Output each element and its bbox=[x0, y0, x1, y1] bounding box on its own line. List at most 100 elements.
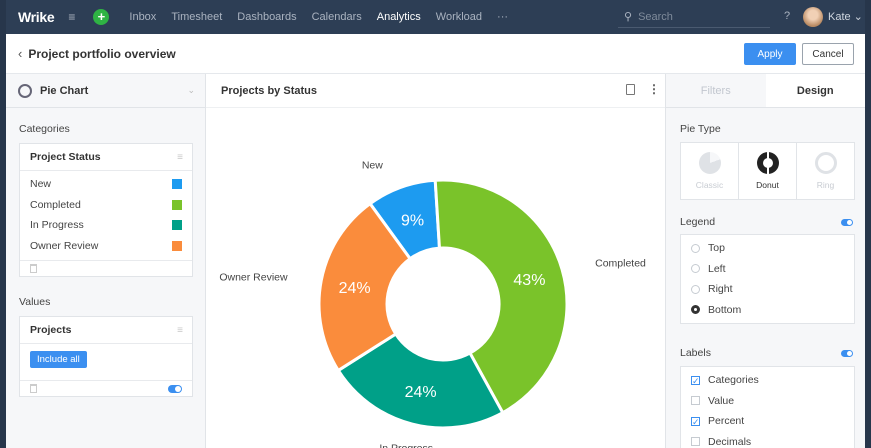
label-options: ✓ Categories Value ✓ Percent Decimals bbox=[680, 366, 855, 448]
tab-design[interactable]: Design bbox=[765, 74, 865, 107]
checkbox[interactable] bbox=[691, 437, 700, 447]
label-option-decimals[interactable]: Decimals bbox=[681, 432, 854, 448]
wrike-logo[interactable]: Wrike bbox=[18, 9, 55, 25]
category-item-owner-review[interactable]: Owner Review bbox=[20, 236, 192, 257]
values-card-header[interactable]: Projects ≡ bbox=[20, 317, 192, 344]
legend-option-bottom[interactable]: Bottom bbox=[681, 300, 854, 321]
nav-more[interactable]: ··· bbox=[497, 11, 509, 23]
apply-button[interactable]: Apply bbox=[744, 43, 796, 65]
pie-type-label: Pie Type bbox=[680, 123, 721, 135]
categories-card-title: Project Status bbox=[30, 151, 101, 163]
legend-option-left[interactable]: Left bbox=[681, 259, 854, 280]
chart-config-panel: Pie Chart ⌄ Categories Project Status ≡ … bbox=[6, 74, 206, 448]
legend-option-top[interactable]: Top bbox=[681, 238, 854, 259]
chart-type-select[interactable]: Pie Chart ⌄ bbox=[6, 74, 205, 108]
donut-slice-in-progress[interactable] bbox=[336, 331, 505, 430]
categories-card: Project Status ≡ New Completed In Progre… bbox=[19, 143, 193, 277]
classic-pie-icon bbox=[698, 152, 721, 174]
pie-type-classic[interactable]: Classic bbox=[681, 143, 739, 199]
slice-category-label: In Progress bbox=[379, 442, 433, 448]
pie-type-label: Ring bbox=[816, 180, 835, 190]
report-editor: ‹ Project portfolio overview Apply Cance… bbox=[6, 34, 865, 448]
radio-button[interactable] bbox=[691, 243, 700, 253]
labels-toggle[interactable] bbox=[841, 350, 853, 357]
page-header: ‹ Project portfolio overview Apply Cance… bbox=[6, 34, 865, 74]
search-input[interactable] bbox=[638, 10, 759, 23]
category-item-new[interactable]: New bbox=[20, 174, 192, 195]
nav-dashboards[interactable]: Dashboards bbox=[237, 11, 297, 23]
option-label: Bottom bbox=[708, 303, 742, 316]
legend-options: Top Left Right Bottom bbox=[680, 234, 855, 324]
hamburger-menu-icon[interactable]: ≡ bbox=[68, 10, 76, 24]
export-icon[interactable] bbox=[626, 84, 635, 95]
values-toggle[interactable] bbox=[168, 385, 182, 393]
search-box: ⚲ bbox=[618, 6, 770, 28]
panel-tabs: Filters Design bbox=[666, 74, 865, 108]
nav-calendars[interactable]: Calendars bbox=[311, 11, 362, 23]
ring-icon bbox=[814, 152, 837, 174]
include-all-button[interactable]: Include all bbox=[30, 351, 87, 368]
nav-analytics[interactable]: Analytics bbox=[376, 11, 421, 23]
pie-type-donut[interactable]: Donut bbox=[739, 143, 797, 199]
values-card-title: Projects bbox=[30, 324, 72, 336]
chevron-down-icon: ⌄ bbox=[187, 85, 195, 95]
slice-percent-label: 24% bbox=[405, 384, 437, 401]
donut-slice-completed[interactable] bbox=[433, 178, 569, 415]
drag-handle-icon[interactable]: ≡ bbox=[177, 151, 183, 163]
nav-workload[interactable]: Workload bbox=[435, 11, 483, 23]
color-swatch[interactable] bbox=[172, 220, 182, 231]
checkbox-checked[interactable]: ✓ bbox=[691, 416, 700, 427]
pie-type-ring[interactable]: Ring bbox=[797, 143, 854, 199]
category-item-completed[interactable]: Completed bbox=[20, 195, 192, 216]
search-icon: ⚲ bbox=[624, 11, 633, 23]
legend-toggle[interactable] bbox=[841, 219, 853, 226]
trash-icon[interactable] bbox=[30, 264, 37, 273]
pie-chart-icon bbox=[18, 83, 32, 98]
radio-button[interactable] bbox=[691, 284, 700, 294]
cancel-button[interactable]: Cancel bbox=[802, 43, 854, 65]
page-title: Project portfolio overview bbox=[28, 46, 176, 61]
option-label: Decimals bbox=[708, 435, 752, 448]
divider bbox=[206, 107, 665, 108]
tab-filters[interactable]: Filters bbox=[700, 84, 731, 97]
avatar[interactable] bbox=[803, 7, 823, 27]
back-arrow-icon[interactable]: ‹ bbox=[18, 46, 23, 61]
radio-button-selected[interactable] bbox=[691, 305, 700, 315]
main-nav: Inbox Timesheet Dashboards Calendars Ana… bbox=[129, 11, 523, 23]
slice-percent-label: 24% bbox=[339, 280, 371, 297]
values-card-footer bbox=[20, 380, 192, 396]
color-swatch[interactable] bbox=[172, 179, 182, 190]
label-option-percent[interactable]: ✓ Percent bbox=[681, 411, 854, 432]
help-icon[interactable]: ? bbox=[784, 10, 791, 22]
nav-inbox[interactable]: Inbox bbox=[129, 11, 157, 23]
nav-timesheet[interactable]: Timesheet bbox=[171, 11, 223, 23]
category-item-in-progress[interactable]: In Progress bbox=[20, 215, 192, 236]
add-new-icon[interactable]: + bbox=[93, 9, 110, 25]
more-options-icon[interactable]: ⋮ bbox=[648, 82, 660, 96]
user-menu[interactable]: Kate ⌄ bbox=[828, 11, 863, 23]
categories-card-footer bbox=[20, 260, 192, 276]
checkbox[interactable] bbox=[691, 396, 700, 406]
option-label: Top bbox=[708, 242, 725, 255]
drag-handle-icon[interactable]: ≡ bbox=[177, 324, 183, 336]
categories-card-header[interactable]: Project Status ≡ bbox=[20, 144, 192, 171]
pie-type-selector: Classic Donut Ring bbox=[680, 142, 855, 200]
values-card: Projects ≡ Include all bbox=[19, 316, 193, 397]
label-option-value[interactable]: Value bbox=[681, 391, 854, 412]
slice-category-label: Completed bbox=[595, 258, 646, 270]
color-swatch[interactable] bbox=[172, 240, 182, 251]
radio-button[interactable] bbox=[691, 264, 700, 274]
chart-type-label: Pie Chart bbox=[40, 84, 89, 97]
pie-type-label: Classic bbox=[695, 180, 724, 190]
top-navigation-bar: Wrike ≡ + Inbox Timesheet Dashboards Cal… bbox=[6, 0, 865, 34]
donut-slice-owner-review[interactable] bbox=[317, 201, 413, 373]
trash-icon[interactable] bbox=[30, 384, 37, 393]
option-label: Categories bbox=[708, 374, 759, 387]
slice-percent-label: 9% bbox=[401, 212, 424, 229]
color-swatch[interactable] bbox=[172, 199, 182, 210]
label-option-categories[interactable]: ✓ Categories bbox=[681, 370, 854, 391]
checkbox-checked[interactable]: ✓ bbox=[691, 375, 700, 386]
legend-option-right[interactable]: Right bbox=[681, 279, 854, 300]
option-label: Right bbox=[708, 283, 733, 296]
categories-label: Categories bbox=[19, 123, 70, 135]
